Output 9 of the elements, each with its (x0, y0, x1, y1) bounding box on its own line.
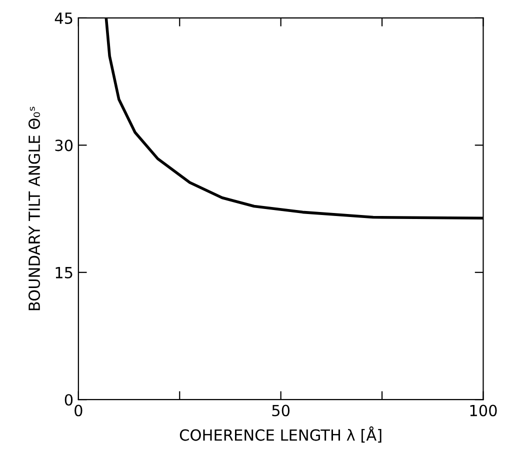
y-axis-title: BOUNDARY TILT ANGLE Θ₀ˢ (28, 106, 40, 310)
x-tick-label: 50 (272, 404, 290, 416)
x-tick-label: 0 (74, 404, 82, 416)
y-tick-label: 45 (54, 12, 72, 24)
y-tick-label: 15 (56, 267, 72, 278)
x-axis-title: COHERENCE LENGTH λ [Å] (180, 426, 382, 443)
y-tick-label: 30 (55, 140, 73, 152)
x-tick-label: 100 (470, 404, 497, 416)
y-tick-label: 0 (64, 394, 73, 406)
